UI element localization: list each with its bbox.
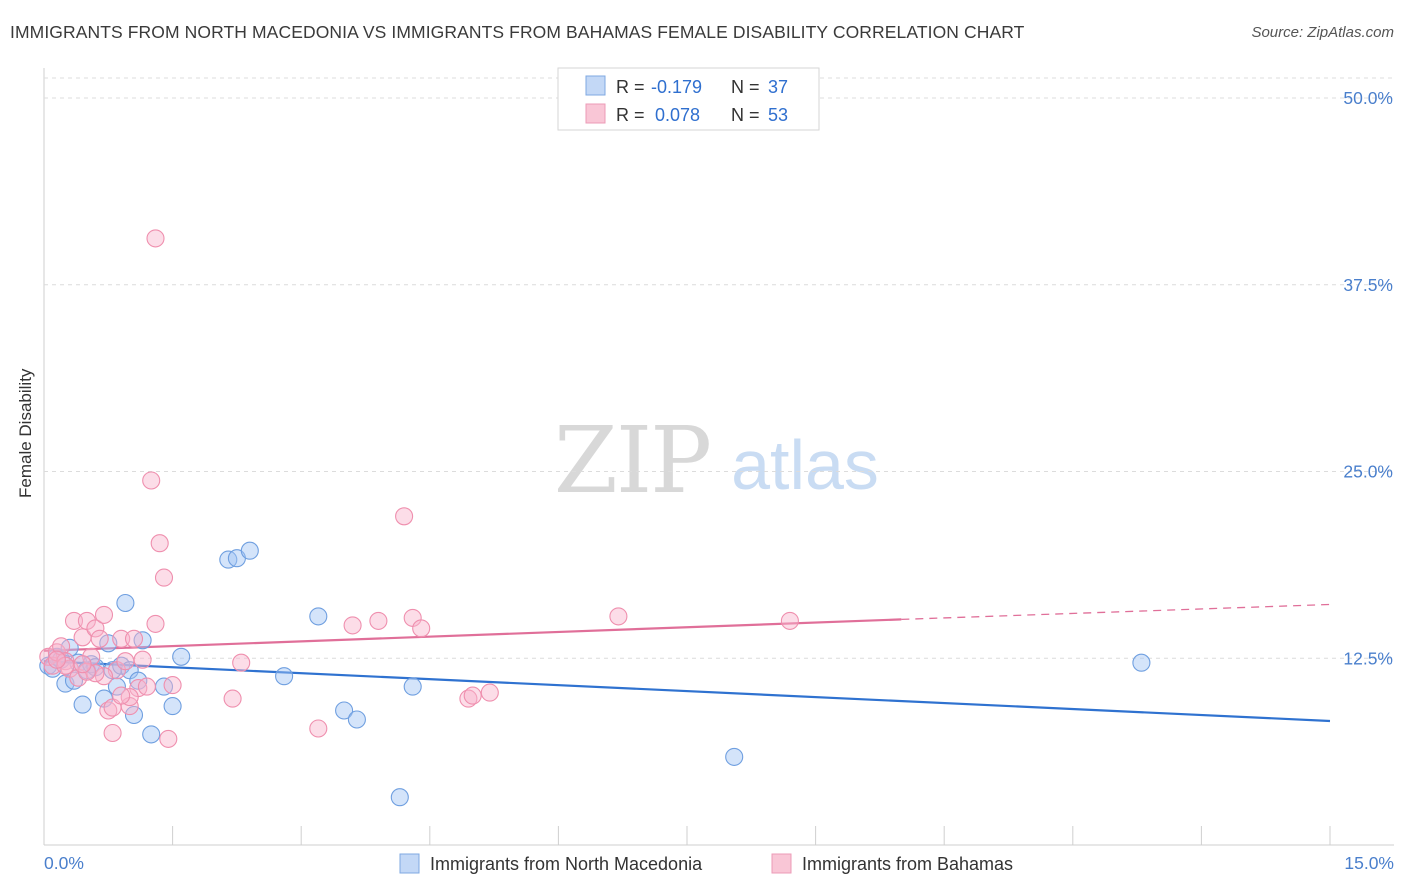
legend-r-value-1: -0.179 <box>651 77 702 97</box>
point-bahamas <box>412 619 431 638</box>
legend-n-label-1: N = <box>731 77 760 97</box>
trend-line-bahamas-extension <box>901 603 1331 621</box>
point-bahamas <box>124 629 144 648</box>
point-bahamas <box>463 686 482 705</box>
point-bahamas <box>159 729 178 748</box>
point-bahamas <box>480 683 499 702</box>
series-legend-swatch-north-macedonia <box>399 853 420 874</box>
point-north-macedonia <box>240 541 259 560</box>
point-north-macedonia <box>172 647 191 666</box>
point-north-macedonia <box>1132 653 1151 672</box>
point-north-macedonia <box>116 593 135 613</box>
series-legend-swatch-bahamas <box>771 853 792 874</box>
point-north-macedonia <box>275 667 294 686</box>
y-tick-labels: 12.5% 25.0% 37.5% 50.0% <box>1343 88 1393 668</box>
point-bahamas <box>150 534 169 553</box>
legend-r-label-1: R = <box>616 77 645 97</box>
data-points <box>39 229 1151 807</box>
point-bahamas <box>103 723 122 743</box>
point-bahamas <box>90 629 109 648</box>
legend-swatch-bahamas <box>585 103 606 124</box>
point-north-macedonia <box>403 677 422 696</box>
point-north-macedonia <box>73 695 92 714</box>
legend-n-label-2: N = <box>731 105 760 125</box>
chart-title: IMMIGRANTS FROM NORTH MACEDONIA VS IMMIG… <box>10 22 1025 42</box>
legend-r-value-2: 0.078 <box>655 105 700 125</box>
x-tick-label-max: 15.0% <box>1344 853 1394 873</box>
point-north-macedonia <box>347 710 366 729</box>
point-bahamas <box>64 611 84 630</box>
legend-r-label-2: R = <box>616 105 645 125</box>
point-north-macedonia <box>335 701 354 720</box>
y-tick-label: 12.5% <box>1343 648 1393 668</box>
point-bahamas <box>116 652 135 671</box>
series-legend-label-bahamas: Immigrants from Bahamas <box>802 854 1013 874</box>
point-bahamas <box>223 689 242 708</box>
point-bahamas <box>146 229 165 248</box>
point-bahamas <box>52 637 71 656</box>
legend-swatch-north-macedonia <box>585 75 606 96</box>
legend-n-value-1: 37 <box>768 77 788 97</box>
point-bahamas <box>112 686 131 705</box>
y-axis-label: Female Disability <box>16 368 35 498</box>
trend-lines <box>43 603 1331 723</box>
point-north-macedonia <box>142 725 161 744</box>
point-bahamas <box>73 655 92 674</box>
point-bahamas <box>86 619 105 638</box>
x-tick-label-min: 0.0% <box>44 853 84 873</box>
stats-legend: R = -0.179 N = 37 R = 0.078 N = 53 <box>557 67 820 131</box>
point-bahamas <box>369 611 388 630</box>
legend-n-value-2: 53 <box>768 105 788 125</box>
point-north-macedonia <box>163 697 182 716</box>
trend-line-north-macedonia <box>43 660 1331 723</box>
source-label: Source: ZipAtlas.com <box>1251 24 1394 41</box>
point-bahamas <box>309 719 328 738</box>
point-bahamas <box>780 611 799 630</box>
point-north-macedonia <box>107 677 126 696</box>
series-legend: Immigrants from North Macedonia Immigran… <box>399 853 1013 874</box>
y-tick-label: 37.5% <box>1343 275 1393 295</box>
point-north-macedonia <box>124 705 144 725</box>
point-bahamas <box>395 507 414 526</box>
point-north-macedonia <box>390 788 409 807</box>
x-ticks <box>43 826 1331 845</box>
watermark-atlas: atlas <box>731 426 879 504</box>
trend-line-bahamas <box>43 618 902 652</box>
point-bahamas <box>343 616 362 635</box>
point-bahamas <box>133 650 152 669</box>
point-bahamas <box>609 607 628 626</box>
point-bahamas <box>232 653 251 672</box>
point-bahamas <box>94 605 114 624</box>
point-bahamas <box>137 677 156 696</box>
point-bahamas <box>154 568 174 587</box>
point-bahamas <box>142 471 161 490</box>
point-north-macedonia <box>309 607 328 626</box>
y-axis-label-wrap: Female Disability <box>16 327 36 498</box>
point-bahamas <box>146 614 165 633</box>
series-legend-label-north-macedonia: Immigrants from North Macedonia <box>430 854 703 874</box>
watermark-zip: ZIP <box>554 407 710 514</box>
y-tick-label: 25.0% <box>1343 462 1393 482</box>
point-bahamas <box>47 650 66 669</box>
point-north-macedonia <box>725 747 744 766</box>
point-bahamas <box>163 676 182 695</box>
y-tick-label: 50.0% <box>1343 88 1393 108</box>
point-bahamas <box>112 629 131 648</box>
gridlines <box>44 77 1394 659</box>
